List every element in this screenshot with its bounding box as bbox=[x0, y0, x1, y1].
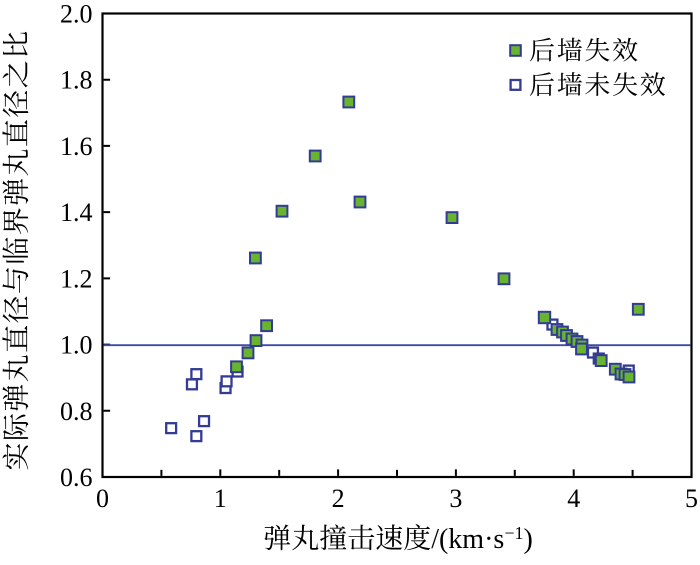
svg-text:弹丸撞击速度/(km·s−1): 弹丸撞击速度/(km·s−1) bbox=[263, 517, 533, 557]
svg-text:0.6: 0.6 bbox=[60, 463, 93, 492]
svg-text:实际弹丸直径与临界弹丸直径之比: 实际弹丸直径与临界弹丸直径之比 bbox=[0, 29, 35, 470]
svg-text:3: 3 bbox=[449, 484, 462, 513]
svg-text:1.0: 1.0 bbox=[60, 331, 93, 360]
svg-text:2.0: 2.0 bbox=[60, 0, 93, 29]
svg-text:0: 0 bbox=[96, 484, 109, 513]
svg-text:1: 1 bbox=[214, 484, 227, 513]
svg-text:5: 5 bbox=[685, 484, 698, 513]
svg-text:1.8: 1.8 bbox=[60, 66, 93, 95]
svg-text:后墙未失效: 后墙未失效 bbox=[529, 65, 668, 102]
svg-text:1.4: 1.4 bbox=[60, 198, 93, 227]
svg-text:1.6: 1.6 bbox=[60, 132, 93, 161]
svg-text:1.2: 1.2 bbox=[60, 264, 93, 293]
svg-text:0.8: 0.8 bbox=[60, 397, 93, 426]
svg-text:后墙失效: 后墙失效 bbox=[529, 31, 640, 68]
svg-text:2: 2 bbox=[332, 484, 345, 513]
svg-text:4: 4 bbox=[567, 484, 580, 513]
